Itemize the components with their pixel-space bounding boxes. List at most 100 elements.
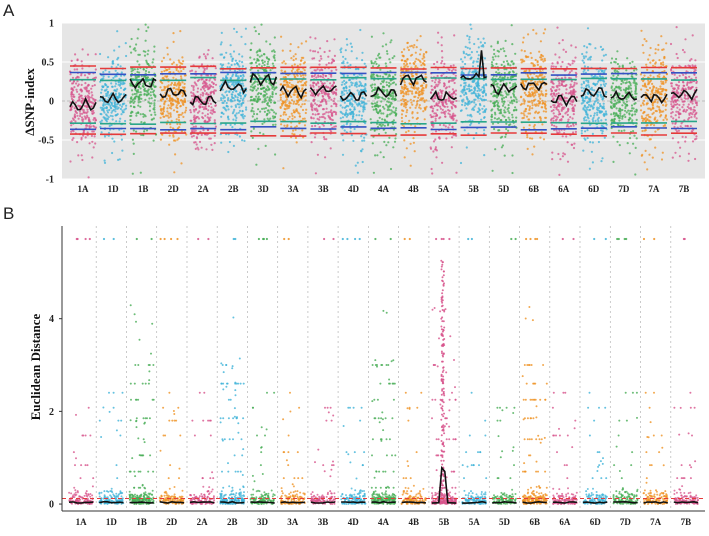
- data-point: [558, 131, 561, 134]
- data-point: [628, 137, 632, 140]
- data-point: [602, 102, 605, 105]
- data-point: [406, 46, 409, 49]
- data-point: [341, 153, 345, 156]
- data-point: [229, 123, 232, 126]
- data-point: [264, 107, 268, 110]
- data-point: [432, 150, 435, 153]
- data-point: [507, 62, 510, 65]
- data-point: [311, 75, 314, 78]
- data-point: [202, 53, 206, 56]
- data-point: [533, 64, 537, 67]
- data-point: [571, 59, 574, 62]
- data-point: [206, 128, 210, 132]
- data-point: [249, 96, 252, 99]
- data-point: [266, 117, 269, 120]
- data-point: [535, 32, 538, 35]
- data-point: [350, 45, 353, 49]
- data-point: [589, 114, 592, 117]
- data-point: [353, 108, 356, 111]
- data-point: [330, 118, 333, 121]
- data-point: [356, 161, 359, 164]
- data-point: [279, 98, 282, 101]
- data-point: [205, 67, 208, 70]
- data-point: [402, 109, 405, 112]
- data-point: [144, 50, 147, 53]
- data-point: [183, 98, 186, 101]
- data-point: [264, 144, 267, 147]
- data-point: [220, 115, 223, 118]
- data-point: [270, 98, 273, 102]
- data-point: [225, 104, 228, 107]
- data-point: [405, 131, 408, 134]
- data-point: [530, 56, 533, 60]
- data-point: [381, 75, 385, 78]
- data-point: [558, 56, 561, 59]
- data-point: [585, 51, 588, 54]
- data-point: [284, 83, 287, 86]
- data-point: [359, 28, 362, 32]
- data-point: [477, 82, 480, 85]
- data-point: [600, 70, 604, 73]
- data-point: [170, 119, 173, 122]
- data-point: [99, 125, 102, 129]
- data-point: [632, 130, 635, 133]
- data-point: [75, 111, 78, 115]
- data-point: [117, 63, 120, 66]
- data-point: [125, 104, 128, 107]
- data-point: [207, 105, 210, 108]
- data-point: [541, 94, 545, 97]
- data-point: [400, 113, 404, 116]
- data-point: [534, 80, 537, 83]
- data-point: [388, 85, 391, 88]
- data-point: [572, 109, 575, 112]
- data-point: [183, 99, 187, 103]
- data-point: [341, 116, 345, 119]
- data-point: [267, 60, 270, 63]
- data-point: [166, 107, 169, 110]
- data-point: [117, 158, 120, 161]
- data-point: [554, 94, 557, 98]
- data-point: [288, 81, 291, 85]
- data-point: [332, 81, 336, 84]
- data-point: [135, 112, 138, 115]
- data-point: [583, 87, 586, 90]
- data-point: [335, 93, 338, 96]
- data-point: [176, 138, 179, 141]
- data-point: [147, 71, 151, 74]
- data-point: [199, 88, 203, 91]
- data-point: [106, 109, 109, 112]
- data-point: [256, 87, 260, 90]
- data-point: [534, 104, 538, 107]
- data-point: [332, 100, 335, 103]
- data-point: [555, 88, 558, 92]
- data-point: [164, 75, 167, 78]
- data-point: [558, 96, 561, 99]
- data-point: [603, 114, 606, 118]
- data-point: [401, 98, 404, 101]
- data-point: [83, 86, 86, 89]
- data-point: [624, 106, 627, 110]
- data-point: [590, 86, 593, 89]
- data-point: [189, 109, 192, 112]
- data-point: [551, 158, 554, 161]
- data-point: [444, 87, 447, 90]
- data-point: [378, 116, 381, 119]
- data-point: [634, 173, 637, 176]
- data-point: [363, 136, 366, 139]
- data-point: [464, 91, 467, 94]
- data-point: [599, 94, 602, 97]
- data-point: [468, 47, 471, 50]
- data-point: [417, 87, 420, 90]
- data-point: [226, 77, 229, 80]
- data-point: [83, 74, 87, 77]
- data-point: [100, 119, 103, 122]
- data-point: [552, 86, 555, 89]
- data-point: [255, 117, 259, 120]
- data-point: [70, 130, 73, 133]
- data-point: [302, 74, 305, 77]
- data-point: [165, 97, 168, 100]
- data-point: [525, 55, 529, 59]
- data-point: [181, 86, 184, 89]
- data-point: [468, 87, 471, 90]
- data-point: [497, 101, 500, 104]
